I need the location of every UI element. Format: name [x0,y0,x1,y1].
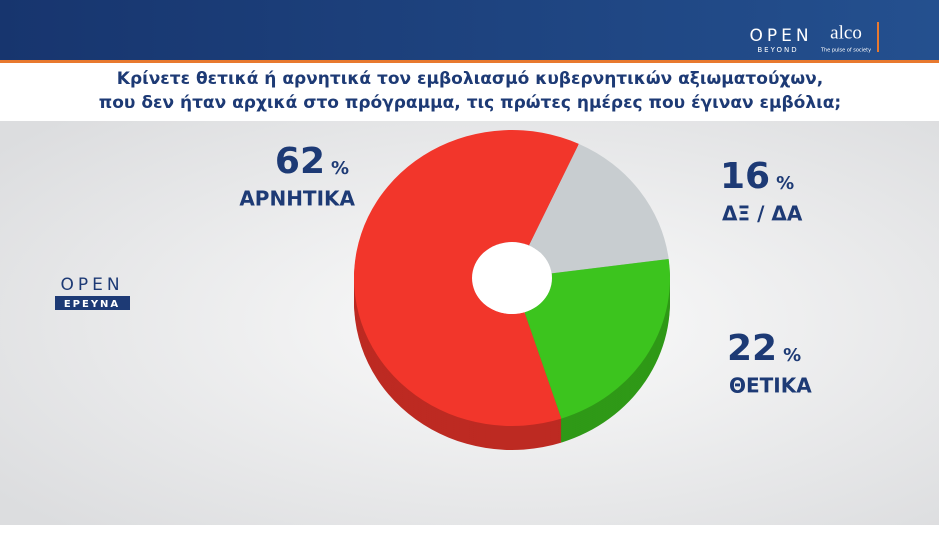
donut-hole [472,242,552,314]
value-label: 22 [727,328,777,369]
value-label: 16 [720,156,770,197]
pollster-logo: alco [830,22,862,43]
category-label: ΑΡΝΗΤΙΚΑ [239,187,355,211]
category-label: ΘΕΤΙΚΑ [729,374,812,398]
slice [528,143,669,274]
section-logo: OPEN [60,275,123,295]
value-unit: % [783,345,801,366]
section-sub: ΕΡΕΥΝΑ [64,299,120,310]
logo-divider [877,22,879,52]
bottom-band [0,525,939,541]
title-line: Κρίνετε θετικά ή αρνητικά τον εμβολιασμό… [117,69,823,89]
top-bar [0,0,939,60]
channel-sub: BEYOND [757,46,798,54]
accent-line [0,60,939,63]
title-line: που δεν ήταν αρχικά στο πρόγραμμα, τις π… [99,93,841,113]
value-label: 62 [275,141,325,182]
donut [353,129,670,450]
value-unit: % [331,158,349,179]
section-badge [55,296,130,310]
title-band [0,63,939,121]
channel-logo: OPEN [749,26,812,46]
pollster-sub: The pulse of society [820,48,871,54]
slice [524,258,670,419]
category-label: ΔΞ / ΔΑ [722,202,803,226]
slice [354,129,579,426]
value-unit: % [776,173,794,194]
